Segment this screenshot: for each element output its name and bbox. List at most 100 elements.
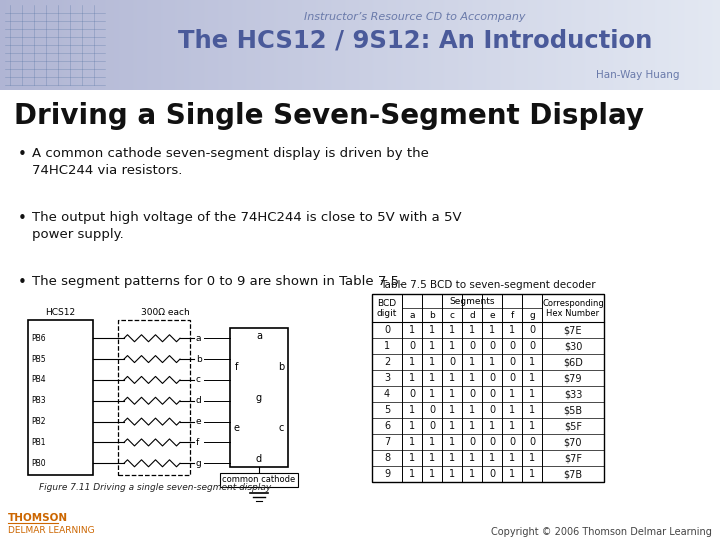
- Text: 1: 1: [409, 325, 415, 335]
- Text: PB6: PB6: [31, 334, 45, 343]
- Text: $5F: $5F: [564, 421, 582, 431]
- Text: 0: 0: [469, 341, 475, 351]
- Text: 1: 1: [429, 341, 435, 351]
- Text: 1: 1: [469, 469, 475, 480]
- Text: 0: 0: [489, 341, 495, 351]
- Text: 0: 0: [509, 437, 515, 447]
- Text: a: a: [196, 334, 202, 343]
- Text: f: f: [196, 438, 199, 447]
- Text: The segment patterns for 0 to 9 are shown in Table 7.5.: The segment patterns for 0 to 9 are show…: [32, 275, 403, 288]
- Text: 6: 6: [384, 421, 390, 431]
- Text: 1: 1: [449, 389, 455, 399]
- Bar: [0, 0, 110, 90]
- Text: $7B: $7B: [564, 469, 582, 480]
- Text: 1: 1: [469, 325, 475, 335]
- Text: 1: 1: [529, 373, 535, 383]
- Text: 1: 1: [409, 453, 415, 463]
- Text: 5: 5: [384, 406, 390, 415]
- Text: BCD
digit: BCD digit: [377, 299, 397, 318]
- Text: 1: 1: [429, 357, 435, 367]
- Text: 7: 7: [384, 437, 390, 447]
- Text: 1: 1: [509, 469, 515, 480]
- Text: f: f: [235, 362, 239, 372]
- Circle shape: [39, 19, 71, 51]
- Text: 1: 1: [509, 406, 515, 415]
- Text: f: f: [510, 310, 513, 320]
- Text: 1: 1: [384, 341, 390, 351]
- Text: PB0: PB0: [31, 459, 45, 468]
- Text: •: •: [18, 275, 27, 290]
- Text: 1: 1: [469, 373, 475, 383]
- Text: 9: 9: [384, 469, 390, 480]
- Text: 1: 1: [449, 406, 455, 415]
- Text: 1: 1: [429, 453, 435, 463]
- Text: 0: 0: [489, 373, 495, 383]
- Text: 300Ω each: 300Ω each: [140, 308, 189, 317]
- Text: 1: 1: [489, 453, 495, 463]
- Text: 0: 0: [384, 325, 390, 335]
- Text: 0: 0: [409, 341, 415, 351]
- Text: $5B: $5B: [564, 406, 582, 415]
- Text: 1: 1: [529, 453, 535, 463]
- Bar: [28, 320, 93, 475]
- Text: $70: $70: [564, 437, 582, 447]
- Text: PB1: PB1: [31, 438, 45, 447]
- Text: 0: 0: [489, 469, 495, 480]
- Text: d: d: [196, 396, 202, 405]
- Text: 3: 3: [384, 373, 390, 383]
- Text: 1: 1: [469, 406, 475, 415]
- Text: 1: 1: [429, 373, 435, 383]
- Circle shape: [33, 13, 77, 57]
- Text: 0: 0: [509, 357, 515, 367]
- Text: 0: 0: [489, 437, 495, 447]
- Text: 1: 1: [529, 357, 535, 367]
- Text: 1: 1: [429, 389, 435, 399]
- Bar: [230, 328, 288, 467]
- Text: 1: 1: [449, 341, 455, 351]
- Text: 1: 1: [409, 373, 415, 383]
- Text: e: e: [489, 310, 495, 320]
- Text: 0: 0: [529, 341, 535, 351]
- Text: The output high voltage of the 74HC244 is close to 5V with a 5V
power supply.: The output high voltage of the 74HC244 i…: [32, 211, 462, 241]
- Text: 0: 0: [489, 389, 495, 399]
- Text: 1: 1: [469, 357, 475, 367]
- Text: 1: 1: [489, 325, 495, 335]
- Text: 1: 1: [429, 325, 435, 335]
- Text: 1: 1: [509, 389, 515, 399]
- Text: 1: 1: [529, 406, 535, 415]
- Text: 8: 8: [384, 453, 390, 463]
- Text: e: e: [196, 417, 202, 426]
- Text: 1: 1: [449, 421, 455, 431]
- Text: 0: 0: [429, 406, 435, 415]
- Text: 4: 4: [384, 389, 390, 399]
- Text: PB4: PB4: [31, 375, 45, 384]
- Text: 0: 0: [409, 389, 415, 399]
- Text: 1: 1: [449, 325, 455, 335]
- Text: c: c: [449, 310, 454, 320]
- Text: g: g: [196, 459, 202, 468]
- Text: The HCS12 / 9S12: An Introduction: The HCS12 / 9S12: An Introduction: [178, 28, 652, 52]
- Text: c: c: [196, 375, 201, 384]
- Text: $33: $33: [564, 389, 582, 399]
- Text: 1: 1: [429, 437, 435, 447]
- Text: •: •: [18, 211, 27, 226]
- Bar: [118, 320, 190, 475]
- Text: Figure 7.11 Driving a single seven-segment display: Figure 7.11 Driving a single seven-segme…: [39, 483, 271, 492]
- Text: e: e: [234, 423, 240, 434]
- Text: Segments: Segments: [449, 297, 495, 306]
- Text: PB3: PB3: [31, 396, 45, 405]
- Text: THOMSON: THOMSON: [8, 513, 68, 523]
- Text: A common cathode seven-segment display is driven by the
74HC244 via resistors.: A common cathode seven-segment display i…: [32, 147, 429, 177]
- Text: 1: 1: [409, 357, 415, 367]
- Text: •: •: [18, 147, 27, 162]
- Text: 0: 0: [449, 357, 455, 367]
- Text: 1: 1: [449, 437, 455, 447]
- Text: 1: 1: [449, 469, 455, 480]
- Text: $6D: $6D: [563, 357, 583, 367]
- Text: b: b: [278, 362, 284, 372]
- Text: 0: 0: [429, 421, 435, 431]
- Text: g: g: [529, 310, 535, 320]
- Text: $7F: $7F: [564, 453, 582, 463]
- Text: 0: 0: [509, 373, 515, 383]
- Text: 0: 0: [469, 389, 475, 399]
